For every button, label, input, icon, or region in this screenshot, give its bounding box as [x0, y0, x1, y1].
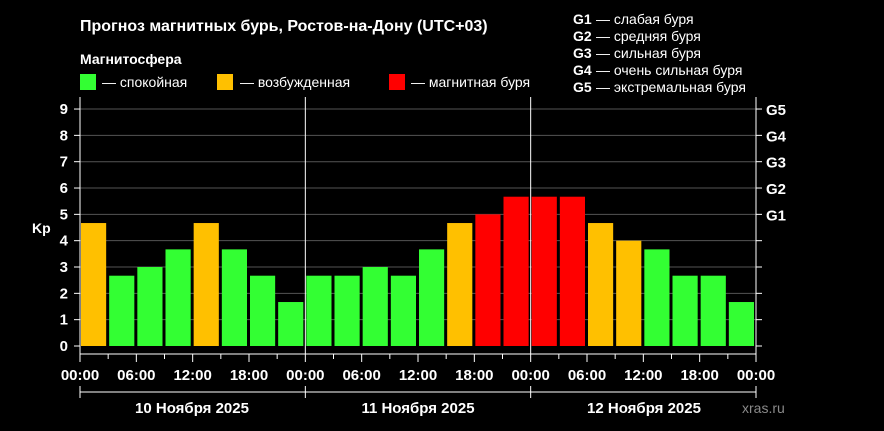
legend-label-quiet: — спокойная: [102, 74, 187, 90]
storm-scale-list: G1 — слабая буря G2 — средняя буря G3 — …: [573, 11, 746, 95]
kp-bar: [644, 249, 670, 346]
date-label-day1: 10 Ноября 2025: [135, 400, 249, 417]
kp-bar: [531, 196, 557, 346]
kp-bar: [616, 240, 642, 346]
x-tick-label: 18:00: [230, 367, 268, 384]
x-tick-label: 12:00: [399, 367, 437, 384]
kp-bar: [165, 249, 191, 346]
x-tick-label: 00:00: [286, 367, 324, 384]
date-label-day3: 12 Ноября 2025: [587, 400, 701, 417]
x-tick-label: 18:00: [455, 367, 493, 384]
legend-label-storm: — магнитная буря: [411, 74, 530, 90]
chart-title: Прогноз магнитных бурь, Ростов-на-Дону (…: [80, 18, 488, 35]
kp-bar: [390, 275, 416, 346]
kp-bar: [728, 302, 754, 346]
kp-bar: [672, 275, 698, 346]
x-tick-label: 12:00: [624, 367, 662, 384]
kp-bar: [221, 249, 247, 346]
kp-bar: [475, 214, 501, 346]
g-level-label: G2: [766, 181, 786, 198]
kp-bar: [334, 275, 360, 346]
kp-bar: [419, 249, 445, 346]
y-tick-label: 1: [60, 312, 68, 329]
kp-bar: [503, 196, 529, 346]
plot-area: 0 1 2 3 4 5 6 7 8 9 G1 G2 G3 G4 G5 00:00 06:00 12:00 18:00…: [60, 97, 787, 398]
kp-bar: [588, 223, 614, 346]
storm-scale-code: G3: [573, 45, 592, 61]
x-tick-label: 06:00: [342, 367, 380, 384]
storm-scale-desc: — слабая буря: [596, 11, 694, 27]
y-tick-label: 7: [60, 154, 68, 171]
y-tick-label: 5: [60, 206, 68, 223]
storm-scale-desc: — экстремальная буря: [596, 79, 746, 95]
kp-bar: [81, 223, 107, 346]
kp-bar: [306, 275, 332, 346]
storm-scale-g5: G5 — экстремальная буря: [573, 79, 746, 95]
y-tick-label: 6: [60, 180, 68, 197]
kp-bar: [447, 223, 473, 346]
kp-bar: [278, 302, 304, 346]
x-tick-label: 00:00: [61, 367, 99, 384]
x-tick-label: 00:00: [511, 367, 549, 384]
y-tick-label: 0: [60, 338, 68, 355]
x-tick-label: 06:00: [568, 367, 606, 384]
kp-bar: [700, 275, 726, 346]
legend-swatch-quiet: [80, 74, 96, 90]
storm-scale-desc: — очень сильная буря: [596, 62, 742, 78]
kp-bar: [137, 267, 163, 346]
x-tick-label: 18:00: [680, 367, 718, 384]
g-level-label: G4: [766, 128, 787, 145]
kp-bar: [109, 275, 135, 346]
g-level-label: G3: [766, 155, 786, 172]
storm-scale-g1: G1 — слабая буря: [573, 11, 694, 27]
storm-scale-desc: — средняя буря: [596, 28, 701, 44]
storm-scale-code: G5: [573, 79, 592, 95]
date-label-day2: 11 Ноября 2025: [361, 400, 474, 417]
legend: — спокойная — возбужденная — магнитная б…: [80, 74, 530, 90]
kp-bar: [193, 223, 219, 346]
kp-bar: [362, 267, 388, 346]
y-axis-label: Kp: [32, 220, 51, 236]
x-tick-label: 00:00: [737, 367, 775, 384]
storm-scale-g4: G4 — очень сильная буря: [573, 62, 742, 78]
storm-scale-g3: G3 — сильная буря: [573, 45, 701, 61]
storm-scale-g2: G2 — средняя буря: [573, 28, 701, 44]
legend-swatch-storm: [389, 74, 405, 90]
y-tick-label: 4: [60, 233, 69, 250]
legend-label-active: — возбужденная: [240, 74, 350, 90]
storm-scale-desc: — сильная буря: [596, 45, 701, 61]
kp-bar: [559, 196, 585, 346]
y-tick-label: 9: [60, 101, 68, 118]
kp-bar: [250, 275, 276, 346]
g-level-label: G5: [766, 102, 786, 119]
magnetosphere-label: Магнитосфера: [80, 51, 182, 67]
storm-scale-code: G4: [573, 62, 592, 78]
y-tick-label: 3: [60, 259, 68, 276]
watermark: xras.ru: [742, 400, 785, 416]
y-tick-label: 2: [60, 285, 68, 302]
x-tick-label: 12:00: [173, 367, 211, 384]
x-tick-label: 06:00: [117, 367, 155, 384]
y-tick-label: 8: [60, 127, 68, 144]
storm-scale-code: G1: [573, 11, 592, 27]
legend-swatch-active: [217, 74, 233, 90]
g-level-label: G1: [766, 207, 786, 224]
storm-scale-code: G2: [573, 28, 592, 44]
